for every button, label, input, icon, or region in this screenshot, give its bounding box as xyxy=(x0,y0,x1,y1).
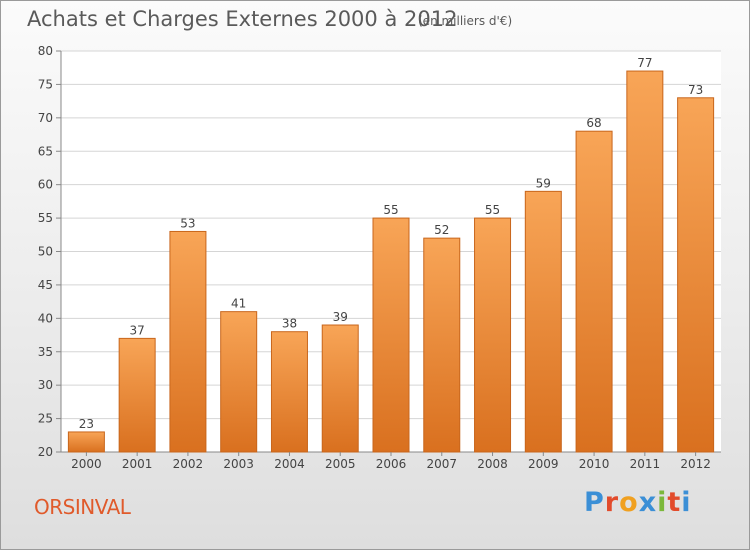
y-tick-label: 35 xyxy=(38,345,53,359)
bar-value-label: 39 xyxy=(333,310,348,324)
logo-letter: i xyxy=(681,487,692,518)
bar-value-label: 23 xyxy=(79,417,94,431)
x-tick-label: 2001 xyxy=(122,457,153,471)
bar-value-label: 59 xyxy=(536,176,551,190)
y-tick-label: 45 xyxy=(38,278,53,292)
x-tick-label: 2000 xyxy=(71,457,102,471)
proxiti-logo[interactable]: Proxiti xyxy=(584,487,692,518)
y-tick-label: 80 xyxy=(38,44,53,58)
logo-letter: i xyxy=(657,487,668,518)
bar xyxy=(524,190,562,453)
y-tick-label: 30 xyxy=(38,378,53,392)
bar-value-label: 55 xyxy=(485,203,500,217)
x-tick-label: 2012 xyxy=(680,457,711,471)
bar-value-label: 73 xyxy=(688,83,703,97)
bar-value-label: 37 xyxy=(130,323,145,337)
logo-letter: o xyxy=(619,487,639,518)
logo-letter: x xyxy=(638,487,658,518)
bar-value-label: 38 xyxy=(282,317,297,331)
x-tick-label: 2011 xyxy=(630,457,661,471)
x-tick-label: 2010 xyxy=(579,457,610,471)
bar xyxy=(270,331,308,453)
bar xyxy=(677,97,715,453)
bar xyxy=(372,217,410,453)
x-tick-label: 2006 xyxy=(376,457,407,471)
bar-value-label: 77 xyxy=(637,56,652,70)
y-tick-label: 75 xyxy=(38,77,53,91)
x-tick-label: 2008 xyxy=(477,457,508,471)
bar xyxy=(575,130,613,453)
bar xyxy=(626,70,664,453)
logo-letter: r xyxy=(604,487,620,518)
bar xyxy=(474,217,512,453)
y-tick-label: 60 xyxy=(38,178,53,192)
bar xyxy=(220,311,258,453)
y-tick-label: 40 xyxy=(38,311,53,325)
bar-value-label: 53 xyxy=(180,216,195,230)
bar xyxy=(321,324,359,453)
x-tick-label: 2003 xyxy=(223,457,254,471)
chart-title: Achats et Charges Externes 2000 à 2012 xyxy=(27,7,458,31)
chart-subtitle: (en milliers d'€) xyxy=(418,14,513,28)
y-tick-label: 70 xyxy=(38,111,53,125)
bar xyxy=(169,230,207,453)
y-tick-label: 25 xyxy=(38,412,53,426)
bar-value-label: 68 xyxy=(586,116,601,130)
x-tick-label: 2009 xyxy=(528,457,559,471)
bar xyxy=(118,337,156,453)
x-tick-label: 2004 xyxy=(274,457,305,471)
x-tick-label: 2002 xyxy=(173,457,204,471)
bar-value-label: 55 xyxy=(383,203,398,217)
bar xyxy=(67,431,105,453)
y-tick-label: 20 xyxy=(38,445,53,459)
y-tick-label: 50 xyxy=(38,245,53,259)
bar xyxy=(423,237,461,453)
y-tick-label: 55 xyxy=(38,211,53,225)
y-tick-label: 65 xyxy=(38,144,53,158)
x-tick-label: 2007 xyxy=(426,457,457,471)
bar-value-label: 52 xyxy=(434,223,449,237)
commune-name: ORSINVAL xyxy=(34,495,131,519)
bar-value-label: 41 xyxy=(231,297,246,311)
x-tick-label: 2005 xyxy=(325,457,356,471)
logo-letter: P xyxy=(584,487,605,518)
logo-letter: t xyxy=(667,487,682,518)
